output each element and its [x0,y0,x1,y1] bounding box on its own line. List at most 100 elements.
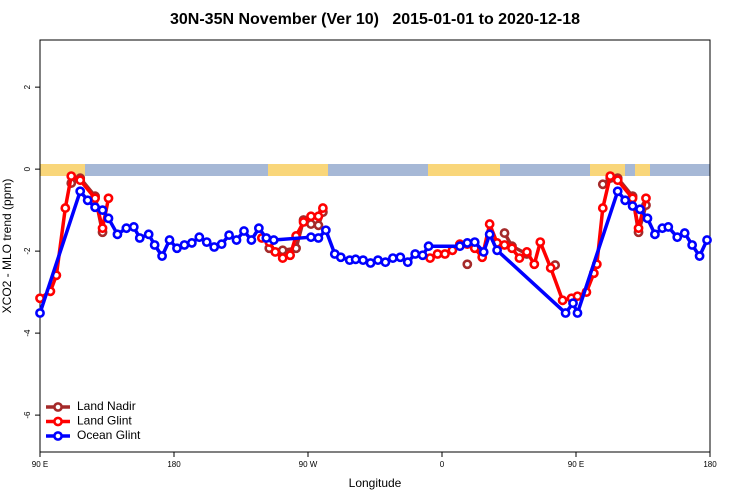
y-tick-label: -4 [23,329,32,337]
point [612,175,623,186]
point [650,229,660,240]
point [572,308,583,318]
point [572,291,583,302]
point [149,240,160,250]
point [454,241,465,252]
point [179,240,190,250]
point [306,232,316,243]
point [335,252,346,263]
point [484,229,495,240]
series [35,171,651,306]
point [462,238,473,248]
point [201,237,212,248]
point [128,222,139,232]
point [402,257,413,268]
land-strip [428,164,500,176]
y-tick-label: -6 [23,411,32,419]
point [633,223,644,234]
point [687,240,698,250]
point [253,223,264,234]
point [365,258,376,268]
point [560,308,571,318]
point [172,243,182,254]
point [702,235,712,245]
point [164,235,175,245]
point [612,186,623,197]
x-tick-label: 90 W [299,460,318,469]
point [514,253,525,263]
y-tick-label: -2 [23,247,32,255]
point [545,263,556,273]
legend-label: Ocean Glint [77,428,141,442]
point [285,250,296,261]
point [261,233,272,243]
point [277,253,288,263]
point [395,252,406,263]
point [597,179,608,190]
point [216,239,227,250]
series [66,173,651,270]
point [478,247,489,257]
point [492,245,502,256]
point [143,229,154,240]
point [313,233,324,243]
point [350,254,361,265]
x-tick-label: 90 E [32,460,48,469]
point [112,229,123,240]
legend-label: Land Glint [77,414,132,428]
point [425,253,435,263]
point [75,186,86,197]
point [432,249,443,259]
point [627,193,638,204]
point [694,251,705,261]
point [423,241,434,252]
point [672,232,683,243]
point [298,217,309,227]
point [90,193,100,204]
point [277,245,288,256]
point [60,203,71,213]
y-tick-label: 0 [23,166,32,171]
point [462,259,473,270]
land-strip [590,164,625,176]
point [194,232,205,243]
series [35,186,712,318]
legend-marker [53,416,63,427]
point [157,251,167,261]
point [410,249,421,259]
point [568,298,578,309]
point [320,225,331,236]
point [121,223,132,234]
point [82,195,93,206]
x-tick-label: 90 E [568,460,584,469]
point [380,257,391,268]
point [246,235,257,245]
point [209,242,220,252]
point [231,235,242,245]
point [484,219,495,229]
point [306,219,316,229]
plot-frame [39,39,711,453]
point [186,238,197,248]
point [635,204,645,215]
land-mask [40,164,710,176]
point [387,253,398,263]
legend-label: Land Nadir [77,399,136,413]
x-tick-label: 0 [440,460,445,469]
point [134,233,145,243]
point [224,230,234,241]
point [469,237,480,248]
point [103,193,114,204]
point [535,237,546,248]
point [597,203,608,213]
point [97,205,108,216]
point [373,255,383,266]
point [239,226,249,236]
point [90,202,100,213]
land-strip [268,164,328,176]
point [35,308,45,318]
point [417,250,428,261]
point [313,220,324,231]
point [605,171,616,182]
